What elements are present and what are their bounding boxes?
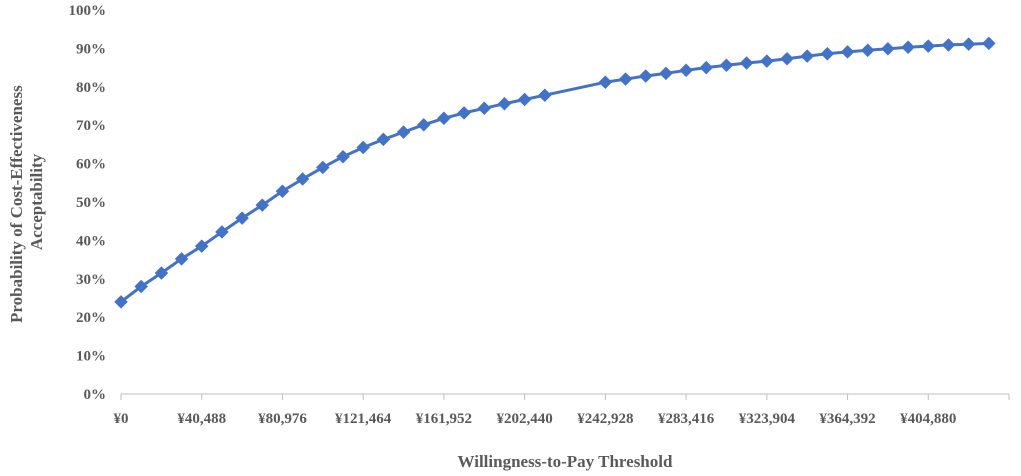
data-point-marker — [840, 45, 855, 59]
y-tick-label: 100% — [69, 3, 107, 19]
x-tick-label: ¥161,952 — [416, 411, 472, 427]
data-point-marker — [437, 111, 451, 126]
data-point-marker — [981, 36, 996, 51]
data-point-marker — [679, 63, 693, 78]
y-axis-title: Probability of Cost-Effectiveness Accept… — [7, 81, 46, 323]
data-point-marker — [719, 58, 734, 73]
data-point-marker — [921, 39, 936, 53]
x-tick-label: ¥242,928 — [577, 411, 633, 427]
y-tick-label: 50% — [76, 195, 106, 211]
data-point-marker — [194, 239, 209, 254]
x-tick-label: ¥0 — [114, 411, 129, 427]
y-axis-title-line-2: Acceptability — [27, 153, 46, 250]
y-tick-label: 40% — [76, 233, 106, 249]
x-tick-label: ¥323,904 — [739, 411, 796, 427]
x-tick-label: ¥283,416 — [658, 411, 715, 427]
data-point-marker — [860, 43, 875, 58]
x-tick-label: ¥202,440 — [497, 411, 553, 427]
data-point-marker — [215, 225, 229, 239]
x-tick-label: ¥364,392 — [819, 411, 875, 427]
y-tick-label: 60% — [76, 157, 106, 173]
data-point-marker — [416, 117, 431, 132]
data-point-marker — [800, 49, 815, 63]
data-point-marker — [638, 69, 653, 83]
y-axis-title-line-1: Probability of Cost-Effectiveness — [7, 85, 26, 323]
data-point-marker — [618, 72, 633, 86]
data-point-marker — [134, 279, 149, 294]
x-tick-label: ¥40,488 — [177, 411, 226, 427]
data-point-marker — [295, 172, 310, 186]
axes — [120, 393, 1010, 400]
x-axis-tick-labels: ¥0 ¥40,488 ¥80,976 ¥121,464 ¥161,952 ¥202,440… — [114, 411, 957, 427]
series-layer — [114, 36, 996, 309]
data-point-marker — [780, 51, 794, 66]
y-tick-label: 80% — [76, 80, 106, 96]
x-axis-title: Willingness-to-Pay Threshold — [458, 452, 673, 471]
data-point-marker — [820, 46, 835, 61]
data-point-marker — [881, 41, 895, 56]
data-point-marker — [477, 101, 492, 116]
data-point-marker — [901, 40, 915, 55]
y-tick-label: 0% — [84, 387, 107, 403]
data-point-marker — [497, 96, 512, 111]
data-point-marker — [396, 125, 411, 139]
x-tick-label: ¥404,880 — [900, 411, 956, 427]
data-point-marker — [315, 160, 330, 175]
y-tick-label: 90% — [76, 41, 106, 57]
series-line — [120, 41, 989, 303]
data-point-marker — [457, 106, 471, 120]
data-point-marker — [174, 251, 189, 266]
data-point-marker — [941, 38, 956, 52]
x-tick-label: ¥121,464 — [335, 411, 392, 427]
data-point-marker — [275, 184, 290, 199]
y-tick-label: 10% — [76, 349, 106, 365]
data-point-marker — [336, 149, 350, 164]
data-point-marker — [376, 132, 391, 147]
y-axis-tick-labels: 0% 10% 20% 30% 40% 50% 60% 70% 80% 90% 100% — [69, 3, 107, 403]
data-point-marker — [356, 140, 371, 155]
data-point-marker — [114, 294, 128, 309]
data-point-marker — [598, 75, 613, 90]
data-point-marker — [255, 198, 270, 212]
data-point-marker — [739, 56, 754, 70]
data-point-marker — [517, 92, 532, 107]
data-point-marker — [961, 37, 976, 52]
y-tick-label: 20% — [76, 310, 106, 326]
data-point-marker — [235, 211, 249, 225]
y-tick-label: 30% — [76, 272, 106, 288]
y-tick-label: 70% — [76, 118, 106, 134]
data-point-marker — [759, 54, 774, 68]
x-tick-label: ¥80,976 — [258, 411, 307, 427]
data-point-marker — [537, 88, 552, 103]
data-point-marker — [154, 266, 169, 280]
data-point-marker — [659, 66, 673, 81]
data-point-marker — [699, 60, 714, 75]
